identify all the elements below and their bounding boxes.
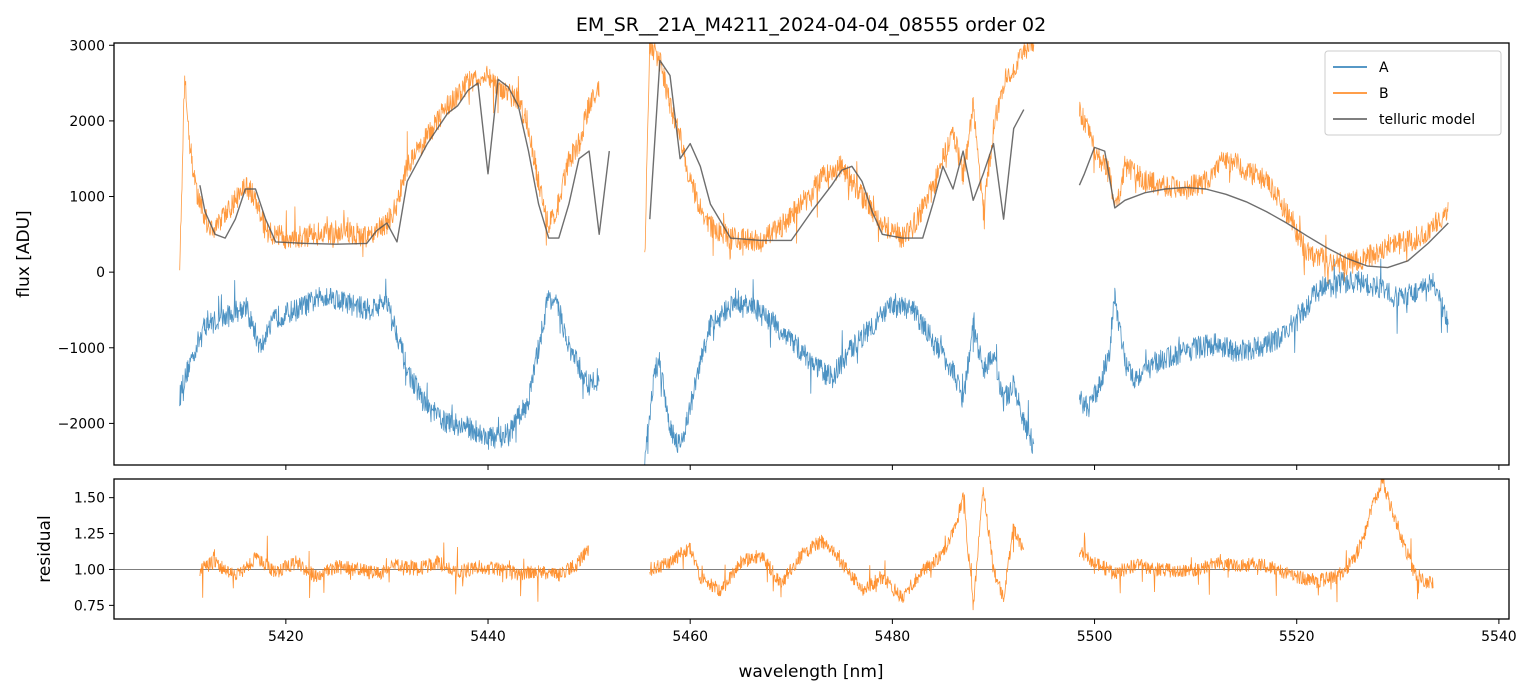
flux-y-tick-label: 1000 <box>69 190 105 206</box>
wavelength-axis-label: wavelength [nm] <box>738 662 883 682</box>
residual-y-ticks: 0.75 1.00 1.25 1.50 <box>74 491 114 614</box>
residual-axis-label: residual <box>35 515 55 582</box>
x-tick-label: 5460 <box>672 629 708 645</box>
series-b-segment-1 <box>644 43 1035 260</box>
x-ticks: 5420 5440 5460 5480 5500 5520 5540 <box>268 465 1517 645</box>
flux-y-tick-label: 2000 <box>69 114 105 130</box>
x-tick-label: 5420 <box>268 629 304 645</box>
series-a-segment-0 <box>179 278 600 450</box>
flux-axis-label: flux [ADU] <box>14 210 34 297</box>
legend-label-b: B <box>1379 86 1389 102</box>
residual-y-tick-label: 0.75 <box>74 598 105 614</box>
residual-y-tick-label: 1.00 <box>74 562 105 578</box>
flux-y-tick-label: 3000 <box>69 38 105 54</box>
chart-title: EM_SR__21A_M4211_2024-04-04_08555 order … <box>576 14 1046 36</box>
series-a-segment-2 <box>1079 258 1449 418</box>
flux-y-tick-label: −1000 <box>58 341 105 357</box>
residual-plot-series <box>114 479 1509 611</box>
series-a-segment-1 <box>644 279 1035 465</box>
residual-plot-frame <box>113 478 1510 620</box>
series-b-segment-0 <box>179 65 600 271</box>
x-tick-label: 5480 <box>875 629 911 645</box>
top-plot-frame <box>113 42 1510 466</box>
x-tick-label: 5500 <box>1077 629 1113 645</box>
flux-y-tick-label: 0 <box>96 265 105 281</box>
series-b-segment-2 <box>1079 101 1449 285</box>
top-plot-series <box>179 43 1449 465</box>
series-telluric-model-segment-0 <box>199 78 610 245</box>
legend-box <box>1324 50 1502 136</box>
legend-label-a: A <box>1379 60 1389 76</box>
flux-y-tick-label: −2000 <box>58 416 105 432</box>
x-tick-label: 5440 <box>470 629 506 645</box>
x-tick-label: 5540 <box>1481 629 1517 645</box>
residual-y-tick-label: 1.25 <box>74 527 105 543</box>
top-y-ticks: −2000 −1000 0 1000 2000 3000 <box>58 38 114 432</box>
x-tick-label: 5520 <box>1279 629 1315 645</box>
residual-series-segment-0 <box>199 535 590 602</box>
residual-series-segment-2 <box>1079 479 1434 603</box>
series-telluric-model-segment-1 <box>649 59 1025 242</box>
series-telluric-model-segment-2 <box>1078 146 1449 269</box>
residual-y-tick-label: 1.50 <box>74 491 105 507</box>
legend-label-telluric-model: telluric model <box>1379 112 1475 128</box>
residual-series-segment-1 <box>649 487 1025 611</box>
